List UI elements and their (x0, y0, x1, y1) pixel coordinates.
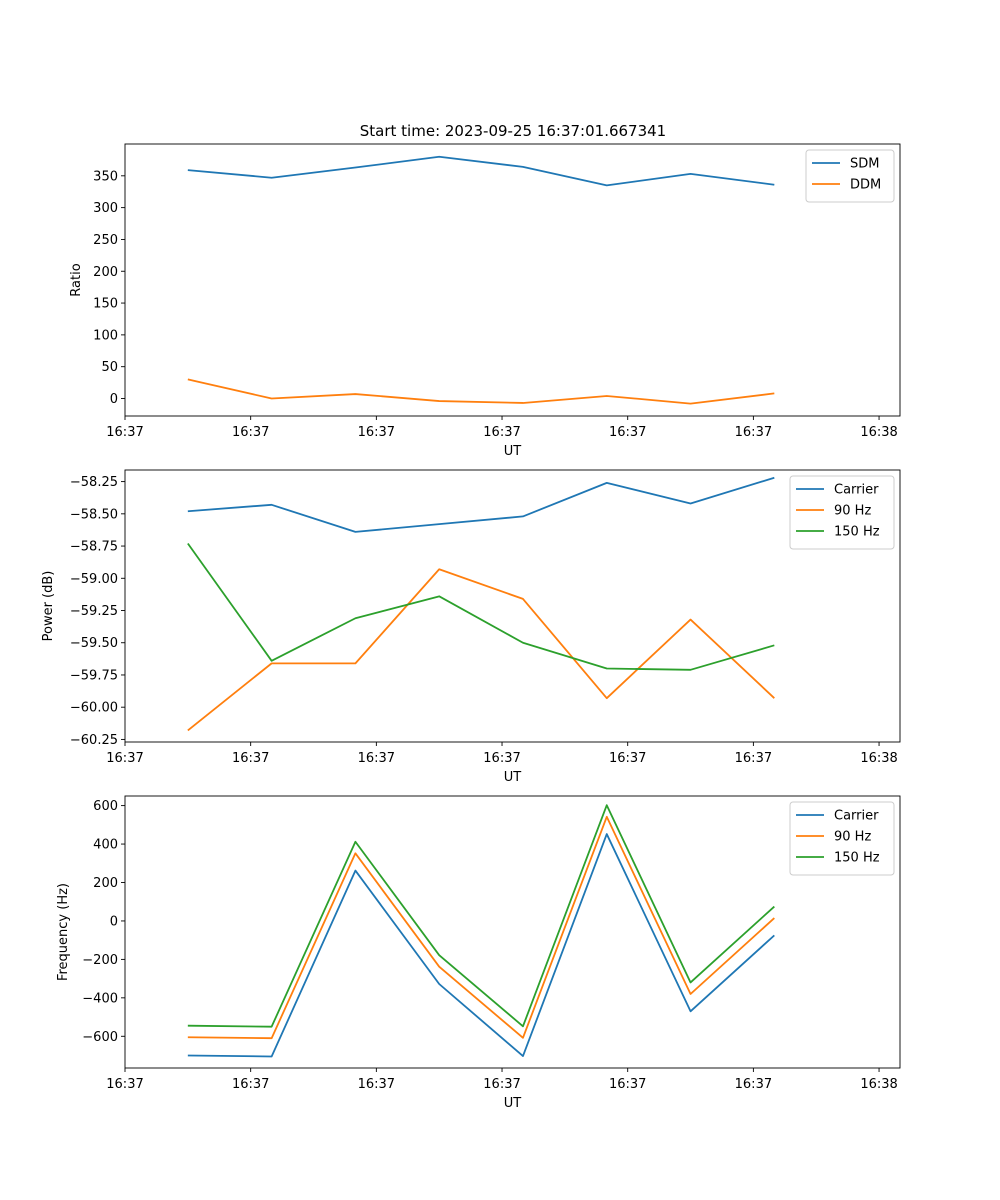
legend-label: 90 Hz (834, 830, 871, 845)
y-tick-label: 300 (93, 201, 118, 216)
y-tick-label: 400 (93, 838, 118, 853)
x-tick-label: 16:37 (232, 751, 269, 766)
axes-frame (124, 143, 901, 417)
series-line-150-hz (187, 804, 775, 1028)
series-line-carrier (187, 833, 775, 1058)
y-tick-label: 100 (93, 328, 118, 343)
chart-panel-1: 16:37 16:37 16:37 16:37 16:37 16:37 16:38 0 50 10… (69, 143, 901, 459)
y-tick-label: 600 (93, 799, 118, 814)
x-axis-label: UT (504, 444, 522, 459)
y-tick-label: 0 (110, 392, 118, 407)
x-tick-label: 16:37 (483, 751, 520, 766)
x-tick-label: 16:37 (106, 751, 143, 766)
legend-label: Carrier (834, 809, 879, 824)
series-line-carrier (187, 476, 775, 533)
legend-label: Carrier (834, 483, 879, 498)
y-tick-label: −59.50 (70, 636, 118, 651)
x-tick-label: 16:37 (106, 425, 143, 440)
x-tick-label: 16:37 (609, 425, 646, 440)
y-tick-label: 50 (101, 360, 118, 375)
y-tick-label: −59.00 (70, 572, 118, 587)
y-tick-label: 0 (110, 914, 118, 929)
x-tick-label: 16:37 (735, 751, 772, 766)
x-tick-label: 16:37 (232, 425, 269, 440)
x-tick-label: 16:37 (232, 1077, 269, 1092)
y-axis-label: Frequency (Hz) (56, 883, 71, 981)
x-tick-label: 16:37 (609, 751, 646, 766)
y-tick-label: 200 (93, 876, 118, 891)
y-tick-label: 250 (93, 233, 118, 248)
y-axis-label: Power (dB) (41, 571, 56, 642)
axes-frame (124, 795, 901, 1069)
y-tick-label: −200 (82, 953, 118, 968)
x-tick-label: 16:37 (483, 425, 520, 440)
y-tick-label: 150 (93, 297, 118, 312)
series-line-150-hz (187, 542, 775, 671)
y-tick-label: −60.25 (70, 733, 118, 748)
series-line-90-hz (187, 568, 775, 732)
legend-label: DDM (850, 178, 881, 193)
series-line-ddm (187, 378, 775, 405)
x-tick-label: 16:37 (609, 1077, 646, 1092)
x-tick-label: 16:37 (735, 1077, 772, 1092)
x-axis-label: UT (504, 1096, 522, 1111)
legend-label: 90 Hz (834, 504, 871, 519)
x-tick-label: 16:37 (358, 1077, 395, 1092)
y-tick-label: 350 (93, 169, 118, 184)
y-tick-label: −400 (82, 991, 118, 1006)
y-tick-label: −58.50 (70, 507, 118, 522)
legend-label: SDM (850, 157, 879, 172)
x-tick-label: 16:38 (860, 751, 897, 766)
y-axis-label: Ratio (69, 263, 84, 296)
chart-panel-2: 16:37 16:37 16:37 16:37 16:37 16:37 16:38 −60.2… (41, 469, 901, 785)
x-axis-label: UT (504, 770, 522, 785)
y-tick-label: −59.75 (70, 668, 118, 683)
legend-label: 150 Hz (834, 525, 880, 540)
x-tick-label: 16:37 (358, 751, 395, 766)
chart-panel-3: 16:37 16:37 16:37 16:37 16:37 16:37 16:38 −600 −… (56, 795, 901, 1111)
y-tick-label: −60.00 (70, 701, 118, 716)
x-tick-label: 16:37 (483, 1077, 520, 1092)
y-tick-label: −59.25 (70, 604, 118, 619)
x-tick-label: 16:37 (735, 425, 772, 440)
panels: 16:37 16:37 16:37 16:37 16:37 16:37 16:38 0 50 10… (41, 143, 901, 1111)
x-tick-label: 16:38 (860, 1077, 897, 1092)
series-line-90-hz (187, 815, 775, 1040)
axes-frame (124, 469, 901, 743)
series-line-sdm (187, 155, 775, 187)
y-tick-label: −600 (82, 1030, 118, 1045)
x-tick-label: 16:38 (860, 425, 897, 440)
x-tick-label: 16:37 (106, 1077, 143, 1092)
y-tick-label: −58.25 (70, 475, 118, 490)
x-tick-label: 16:37 (358, 425, 395, 440)
figure-title: Start time: 2023-09-25 16:37:01.667341 (360, 122, 666, 140)
legend-label: 150 Hz (834, 851, 880, 866)
y-tick-label: 200 (93, 265, 118, 280)
y-tick-label: −58.75 (70, 540, 118, 555)
